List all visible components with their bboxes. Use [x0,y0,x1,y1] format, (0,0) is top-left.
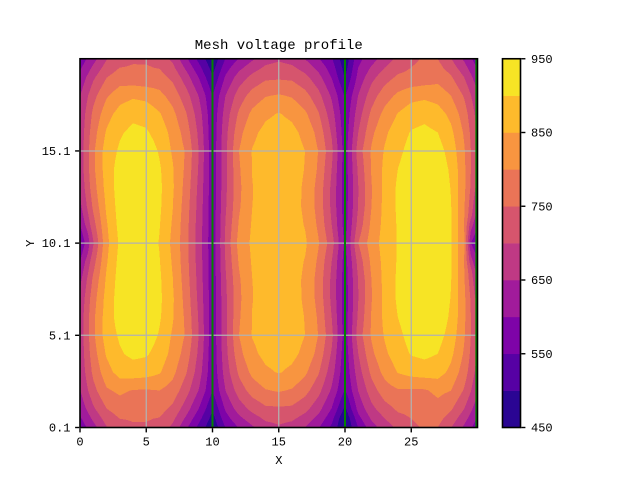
svg-text:750: 750 [531,200,553,214]
svg-text:0.1: 0.1 [49,422,71,436]
svg-text:Y: Y [24,240,38,247]
svg-text:15: 15 [272,436,286,450]
svg-text:5.1: 5.1 [49,329,71,343]
svg-text:950: 950 [531,53,553,67]
svg-text:25: 25 [404,436,418,450]
svg-text:10: 10 [205,436,219,450]
svg-text:10.1: 10.1 [42,237,71,251]
svg-text:850: 850 [531,127,553,141]
svg-text:15.1: 15.1 [42,145,71,159]
svg-text:550: 550 [531,348,553,362]
svg-text:0: 0 [76,436,83,450]
svg-text:650: 650 [531,274,553,288]
svg-text:450: 450 [531,422,553,436]
svg-text:5: 5 [143,436,150,450]
svg-text:20: 20 [338,436,352,450]
svg-text:X: X [275,454,282,468]
svg-text:Mesh voltage profile: Mesh voltage profile [195,38,363,54]
